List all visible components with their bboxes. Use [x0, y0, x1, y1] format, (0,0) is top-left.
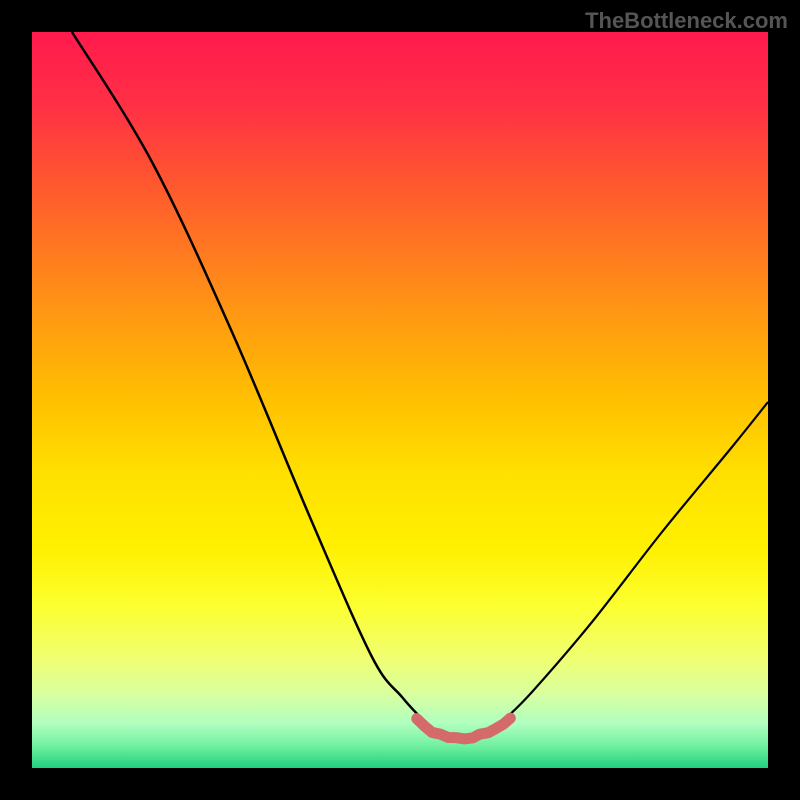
- curve-right-ascent: [504, 402, 768, 720]
- bottleneck-curve: [32, 32, 768, 768]
- curve-bottom-rough: [417, 718, 511, 739]
- watermark-text: TheBottleneck.com: [585, 8, 788, 34]
- curve-left-descent: [72, 32, 422, 719]
- plot-area: [32, 32, 768, 768]
